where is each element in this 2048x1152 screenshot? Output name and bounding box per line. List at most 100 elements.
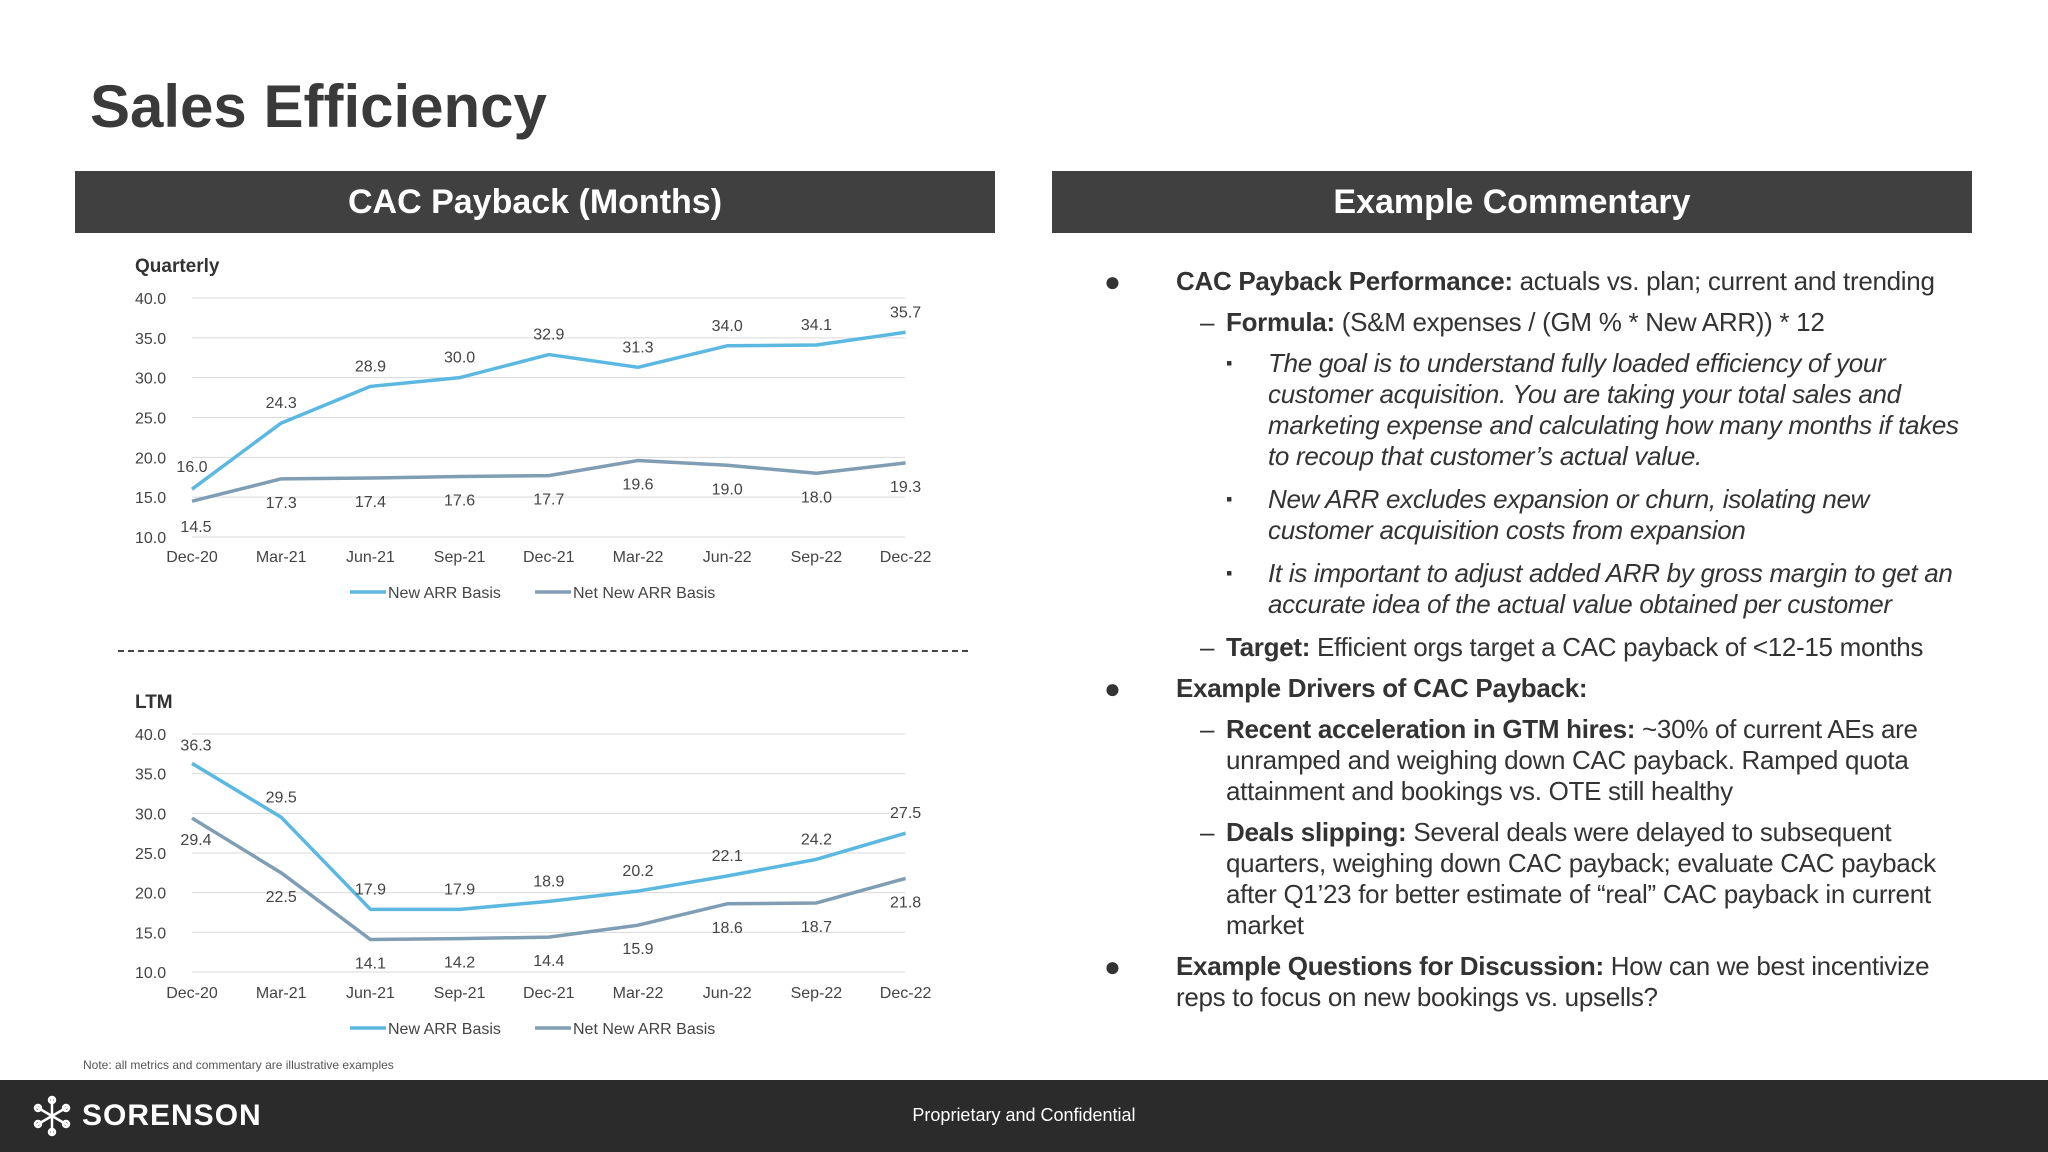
commentary-text: actuals vs. plan; current and trending <box>1512 266 1935 296</box>
commentary-lead: Deals slipping: <box>1226 817 1407 847</box>
x-tick-label: Jun-21 <box>346 985 395 1002</box>
commentary-text: How can we best incentivize reps to focu… <box>1176 951 1930 1012</box>
bullet-mark: ▪ <box>1226 489 1233 509</box>
data-label: 19.0 <box>712 481 743 498</box>
bullet-mark: ● <box>1104 673 1121 704</box>
chart-title: LTM <box>135 692 173 713</box>
data-label: 27.5 <box>890 805 921 822</box>
y-tick-label: 40.0 <box>135 291 166 308</box>
commentary-header: Example Commentary <box>1052 171 1972 233</box>
data-label: 32.9 <box>533 327 564 344</box>
data-label: 21.8 <box>890 894 921 911</box>
data-label: 22.5 <box>266 889 297 906</box>
confidentiality-notice: Proprietary and Confidential <box>912 1105 1136 1125</box>
commentary-item: ▪ It is important to adjust added ARR by … <box>1100 558 1980 620</box>
bullet-mark: – <box>1200 632 1215 662</box>
data-label: 14.4 <box>533 953 564 970</box>
commentary-item: ▪ The goal is to understand fully loaded … <box>1100 348 1980 472</box>
data-label: 14.1 <box>355 955 386 972</box>
commentary-text: Several deals were delayed to subsequent… <box>1226 817 1936 940</box>
x-tick-label: Dec-22 <box>880 549 932 566</box>
data-label: 18.6 <box>712 920 743 937</box>
data-label: 34.0 <box>712 318 743 335</box>
y-tick-label: 35.0 <box>135 331 166 348</box>
data-label: 30.0 <box>444 350 475 367</box>
data-label: 29.5 <box>266 789 297 806</box>
quarterly-chart: Quarterly40.035.030.025.020.015.010.0Dec… <box>135 256 932 602</box>
footnote: Note: all metrics and commentary are ill… <box>83 1058 394 1072</box>
bullet-mark: ● <box>1104 951 1121 982</box>
bullet-mark: ● <box>1104 266 1121 297</box>
data-label: 31.3 <box>622 339 653 356</box>
chart-title: Quarterly <box>135 256 220 277</box>
data-label: 20.2 <box>622 863 653 880</box>
x-tick-label: Mar-22 <box>613 985 664 1002</box>
x-tick-label: Sep-21 <box>434 985 486 1002</box>
bullet-mark: ▪ <box>1226 563 1233 583</box>
y-tick-label: 25.0 <box>135 411 166 428</box>
commentary-lead: Example Questions for Discussion: <box>1176 951 1604 981</box>
logo: SORENSON <box>28 1092 262 1140</box>
bullet-mark: ▪ <box>1226 353 1233 373</box>
data-label: 34.1 <box>801 317 832 334</box>
commentary-lead: Formula: <box>1226 307 1335 337</box>
commentary-item: – Formula: (S&M expenses / (GM % * New AR… <box>1100 307 1980 338</box>
cac-payback-header: CAC Payback (Months) <box>75 171 995 233</box>
data-label: 14.2 <box>444 955 475 972</box>
data-label: 18.7 <box>801 919 832 936</box>
commentary-item: – Target: Efficient orgs target a CAC pay… <box>1100 632 1980 663</box>
series-line-new-arr <box>191 761 907 912</box>
bullet-mark: – <box>1200 714 1215 744</box>
series-line-new-arr <box>190 330 906 491</box>
legend-label: New ARR Basis <box>388 1021 501 1038</box>
bullet-mark: – <box>1200 307 1215 337</box>
commentary-text: New ARR excludes expansion or churn, iso… <box>1268 484 1870 545</box>
commentary-item: ● Example Drivers of CAC Payback: <box>1100 673 1980 704</box>
x-tick-label: Sep-22 <box>791 985 843 1002</box>
x-tick-label: Dec-21 <box>523 549 575 566</box>
y-tick-label: 25.0 <box>135 846 166 863</box>
y-tick-label: 40.0 <box>135 727 166 744</box>
y-tick-label: 15.0 <box>135 925 166 942</box>
x-tick-label: Mar-21 <box>256 549 307 566</box>
y-tick-label: 30.0 <box>135 806 166 823</box>
data-label: 36.3 <box>180 737 211 754</box>
commentary-item: ● CAC Payback Performance: actuals vs. pl… <box>1100 266 1980 297</box>
x-tick-label: Dec-20 <box>166 985 218 1002</box>
commentary-lead: Target: <box>1226 632 1311 662</box>
x-tick-label: Mar-22 <box>613 549 664 566</box>
commentary-lead: CAC Payback Performance: <box>1176 266 1513 296</box>
commentary-item: ▪ New ARR excludes expansion or churn, is… <box>1100 484 1980 546</box>
x-tick-label: Dec-22 <box>880 985 932 1002</box>
page-title: Sales Efficiency <box>90 73 547 140</box>
y-tick-label: 35.0 <box>135 767 166 784</box>
data-label: 24.3 <box>266 395 297 412</box>
data-label: 15.9 <box>622 941 653 958</box>
data-label: 28.9 <box>355 358 386 375</box>
commentary-item: ● Example Questions for Discussion: How c… <box>1100 951 1980 1013</box>
commentary-text: It is important to adjust added ARR by g… <box>1268 558 1953 619</box>
y-tick-label: 20.0 <box>135 886 166 903</box>
bullet-mark: – <box>1200 817 1215 847</box>
legend-label: Net New ARR Basis <box>573 585 715 602</box>
y-tick-label: 10.0 <box>135 965 166 982</box>
data-label: 17.4 <box>355 494 386 511</box>
data-label: 19.6 <box>622 477 653 494</box>
y-tick-label: 10.0 <box>135 530 166 547</box>
series-line-net-new-arr <box>191 458 906 503</box>
data-label: 18.0 <box>801 489 832 506</box>
data-label: 18.9 <box>533 873 564 890</box>
x-tick-label: Sep-22 <box>791 549 843 566</box>
data-label: 17.7 <box>533 492 564 509</box>
data-label: 19.3 <box>890 479 921 496</box>
x-tick-label: Sep-21 <box>434 549 486 566</box>
x-tick-label: Dec-20 <box>166 549 218 566</box>
commentary-list: ● CAC Payback Performance: actuals vs. pl… <box>1100 266 1980 1023</box>
logo-text: SORENSON <box>82 1099 262 1132</box>
series-line-net-new-arr <box>191 816 907 942</box>
commentary-lead: Example Drivers of CAC Payback: <box>1176 673 1588 703</box>
data-label: 22.1 <box>712 848 743 865</box>
data-label: 29.4 <box>180 832 211 849</box>
x-tick-label: Jun-21 <box>346 549 395 566</box>
